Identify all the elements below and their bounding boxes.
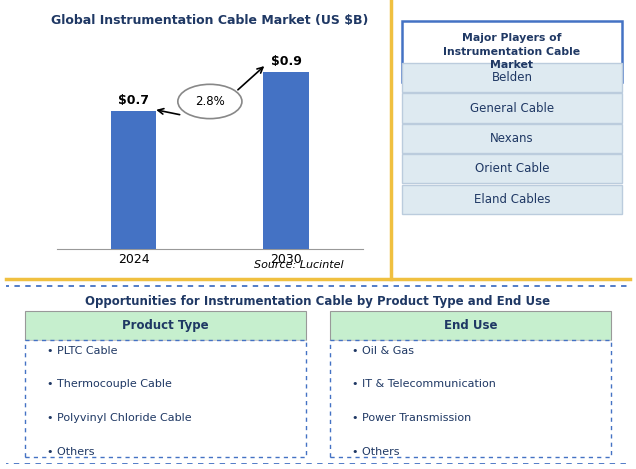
Text: 2.8%: 2.8% xyxy=(195,95,225,108)
Text: • Polyvinyl Chloride Cable: • Polyvinyl Chloride Cable xyxy=(47,413,191,423)
FancyBboxPatch shape xyxy=(3,286,632,464)
Text: • Thermocouple Cable: • Thermocouple Cable xyxy=(47,379,172,389)
FancyBboxPatch shape xyxy=(25,311,305,340)
Text: Product Type: Product Type xyxy=(122,319,209,332)
Text: Eland Cables: Eland Cables xyxy=(474,193,550,206)
FancyBboxPatch shape xyxy=(402,63,622,92)
Text: Belden: Belden xyxy=(492,71,532,84)
Text: • IT & Telecommunication: • IT & Telecommunication xyxy=(352,379,496,389)
Text: • Others: • Others xyxy=(352,446,400,457)
Text: • Others: • Others xyxy=(47,446,94,457)
Text: Major Players of
Instrumentation Cable
Market: Major Players of Instrumentation Cable M… xyxy=(443,33,581,70)
Bar xyxy=(111,111,156,249)
FancyBboxPatch shape xyxy=(402,185,622,214)
Text: • PLTC Cable: • PLTC Cable xyxy=(47,346,118,356)
Text: • Oil & Gas: • Oil & Gas xyxy=(352,346,414,356)
FancyBboxPatch shape xyxy=(331,311,611,340)
Ellipse shape xyxy=(178,84,242,119)
FancyBboxPatch shape xyxy=(402,93,622,122)
Text: Orient Cable: Orient Cable xyxy=(474,162,550,175)
FancyBboxPatch shape xyxy=(402,154,622,183)
Text: Source: Lucintel: Source: Lucintel xyxy=(254,260,343,270)
Text: $0.9: $0.9 xyxy=(271,55,301,68)
Title: Global Instrumentation Cable Market (US $B): Global Instrumentation Cable Market (US … xyxy=(51,15,369,28)
Text: End Use: End Use xyxy=(444,319,497,332)
FancyBboxPatch shape xyxy=(25,340,305,457)
FancyBboxPatch shape xyxy=(331,340,611,457)
Text: • Power Transmission: • Power Transmission xyxy=(352,413,471,423)
FancyBboxPatch shape xyxy=(402,124,622,153)
Text: General Cable: General Cable xyxy=(470,101,554,114)
Text: Opportunities for Instrumentation Cable by Product Type and End Use: Opportunities for Instrumentation Cable … xyxy=(85,295,551,308)
Text: $0.7: $0.7 xyxy=(118,94,149,107)
Text: Nexans: Nexans xyxy=(490,132,534,145)
Bar xyxy=(263,72,309,249)
FancyBboxPatch shape xyxy=(402,21,622,82)
